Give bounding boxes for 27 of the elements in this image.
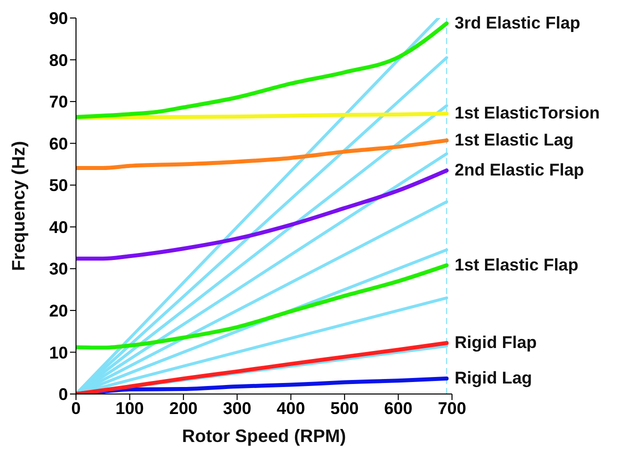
series-label: 1st Elastic Lag	[454, 130, 574, 150]
x-tick-label: 200	[169, 399, 198, 418]
y-tick-label: 0	[58, 385, 68, 404]
series-label: 1st Elastic Flap	[454, 255, 578, 274]
y-tick-label: 80	[49, 50, 68, 70]
y-tick-label: 20	[49, 301, 68, 320]
x-axis-title: Rotor Speed (RPM)	[182, 426, 346, 446]
y-tick-label: 70	[49, 92, 68, 112]
y-tick-label: 90	[49, 9, 68, 28]
x-tick-label: 300	[222, 399, 252, 418]
x-tick-label: 600	[384, 399, 412, 418]
y-tick-label: 60	[49, 134, 68, 154]
x-tick-label: 100	[116, 399, 144, 418]
series-label: 1st ElasticTorsion	[454, 104, 600, 123]
y-tick-label: 30	[49, 260, 68, 279]
series-label: 3rd Elastic Flap	[454, 13, 580, 32]
series-label: 2nd Elastic Flap	[454, 160, 584, 180]
y-axis-title: Frequency (Hz)	[8, 140, 28, 272]
y-tick-label: 50	[49, 176, 68, 196]
x-tick-label: 500	[330, 399, 359, 418]
x-tick-label: 400	[276, 399, 306, 418]
series-label: Rigid Lag	[454, 368, 532, 388]
y-tick-label: 10	[49, 343, 68, 362]
series-label: Rigid Flap	[454, 333, 537, 352]
y-tick-label: 40	[49, 218, 68, 237]
x-tick-label: 700	[438, 399, 466, 418]
x-tick-label: 0	[71, 399, 81, 418]
